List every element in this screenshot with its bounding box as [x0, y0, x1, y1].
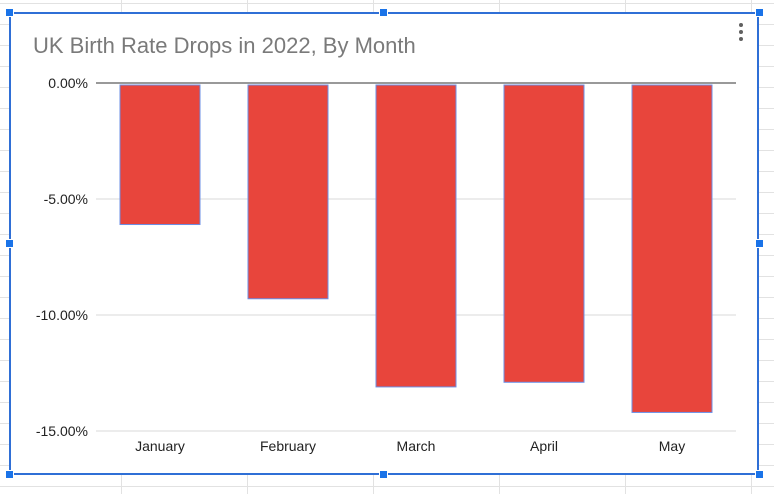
x-tick-label: January — [135, 438, 185, 454]
resize-handle-middle-left[interactable] — [5, 239, 14, 248]
bar[interactable] — [119, 84, 201, 226]
y-tick-label: -5.00% — [44, 191, 88, 207]
x-tick-label: May — [659, 438, 685, 454]
x-tick-label: February — [260, 438, 316, 454]
bar[interactable] — [631, 84, 713, 413]
x-tick-label: March — [397, 438, 436, 454]
resize-handle-top-right[interactable] — [755, 8, 764, 17]
resize-handle-bottom-center[interactable] — [379, 470, 388, 479]
y-tick-label: -10.00% — [36, 307, 88, 323]
resize-handle-top-left[interactable] — [5, 8, 14, 17]
y-tick-label: 0.00% — [48, 75, 88, 91]
bar[interactable] — [375, 84, 457, 388]
bar[interactable] — [247, 84, 329, 300]
bar[interactable] — [503, 84, 585, 383]
y-tick-label: -15.00% — [36, 423, 88, 439]
resize-handle-top-center[interactable] — [379, 8, 388, 17]
resize-handle-bottom-left[interactable] — [5, 470, 14, 479]
x-tick-label: April — [530, 438, 558, 454]
chart-title: UK Birth Rate Drops in 2022, By Month — [33, 33, 416, 58]
resize-handle-middle-right[interactable] — [755, 239, 764, 248]
resize-handle-bottom-right[interactable] — [755, 470, 764, 479]
more-vert-icon[interactable] — [737, 23, 745, 43]
